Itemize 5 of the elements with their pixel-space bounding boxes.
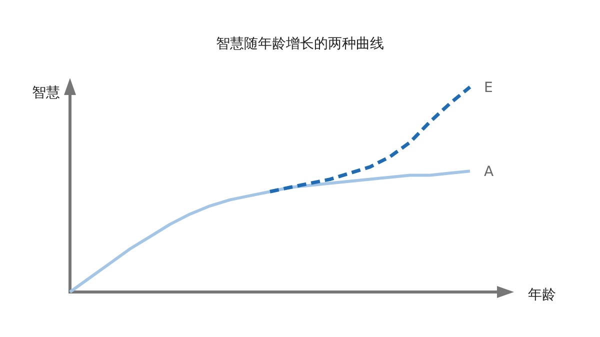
series-label: A [484, 164, 494, 180]
x-axis-title: 年龄 [528, 287, 556, 303]
series-label: E [484, 80, 493, 96]
chart-title: 智慧随年龄增长的两种曲线 [216, 36, 384, 52]
y-axis-title: 智慧 [32, 85, 60, 101]
